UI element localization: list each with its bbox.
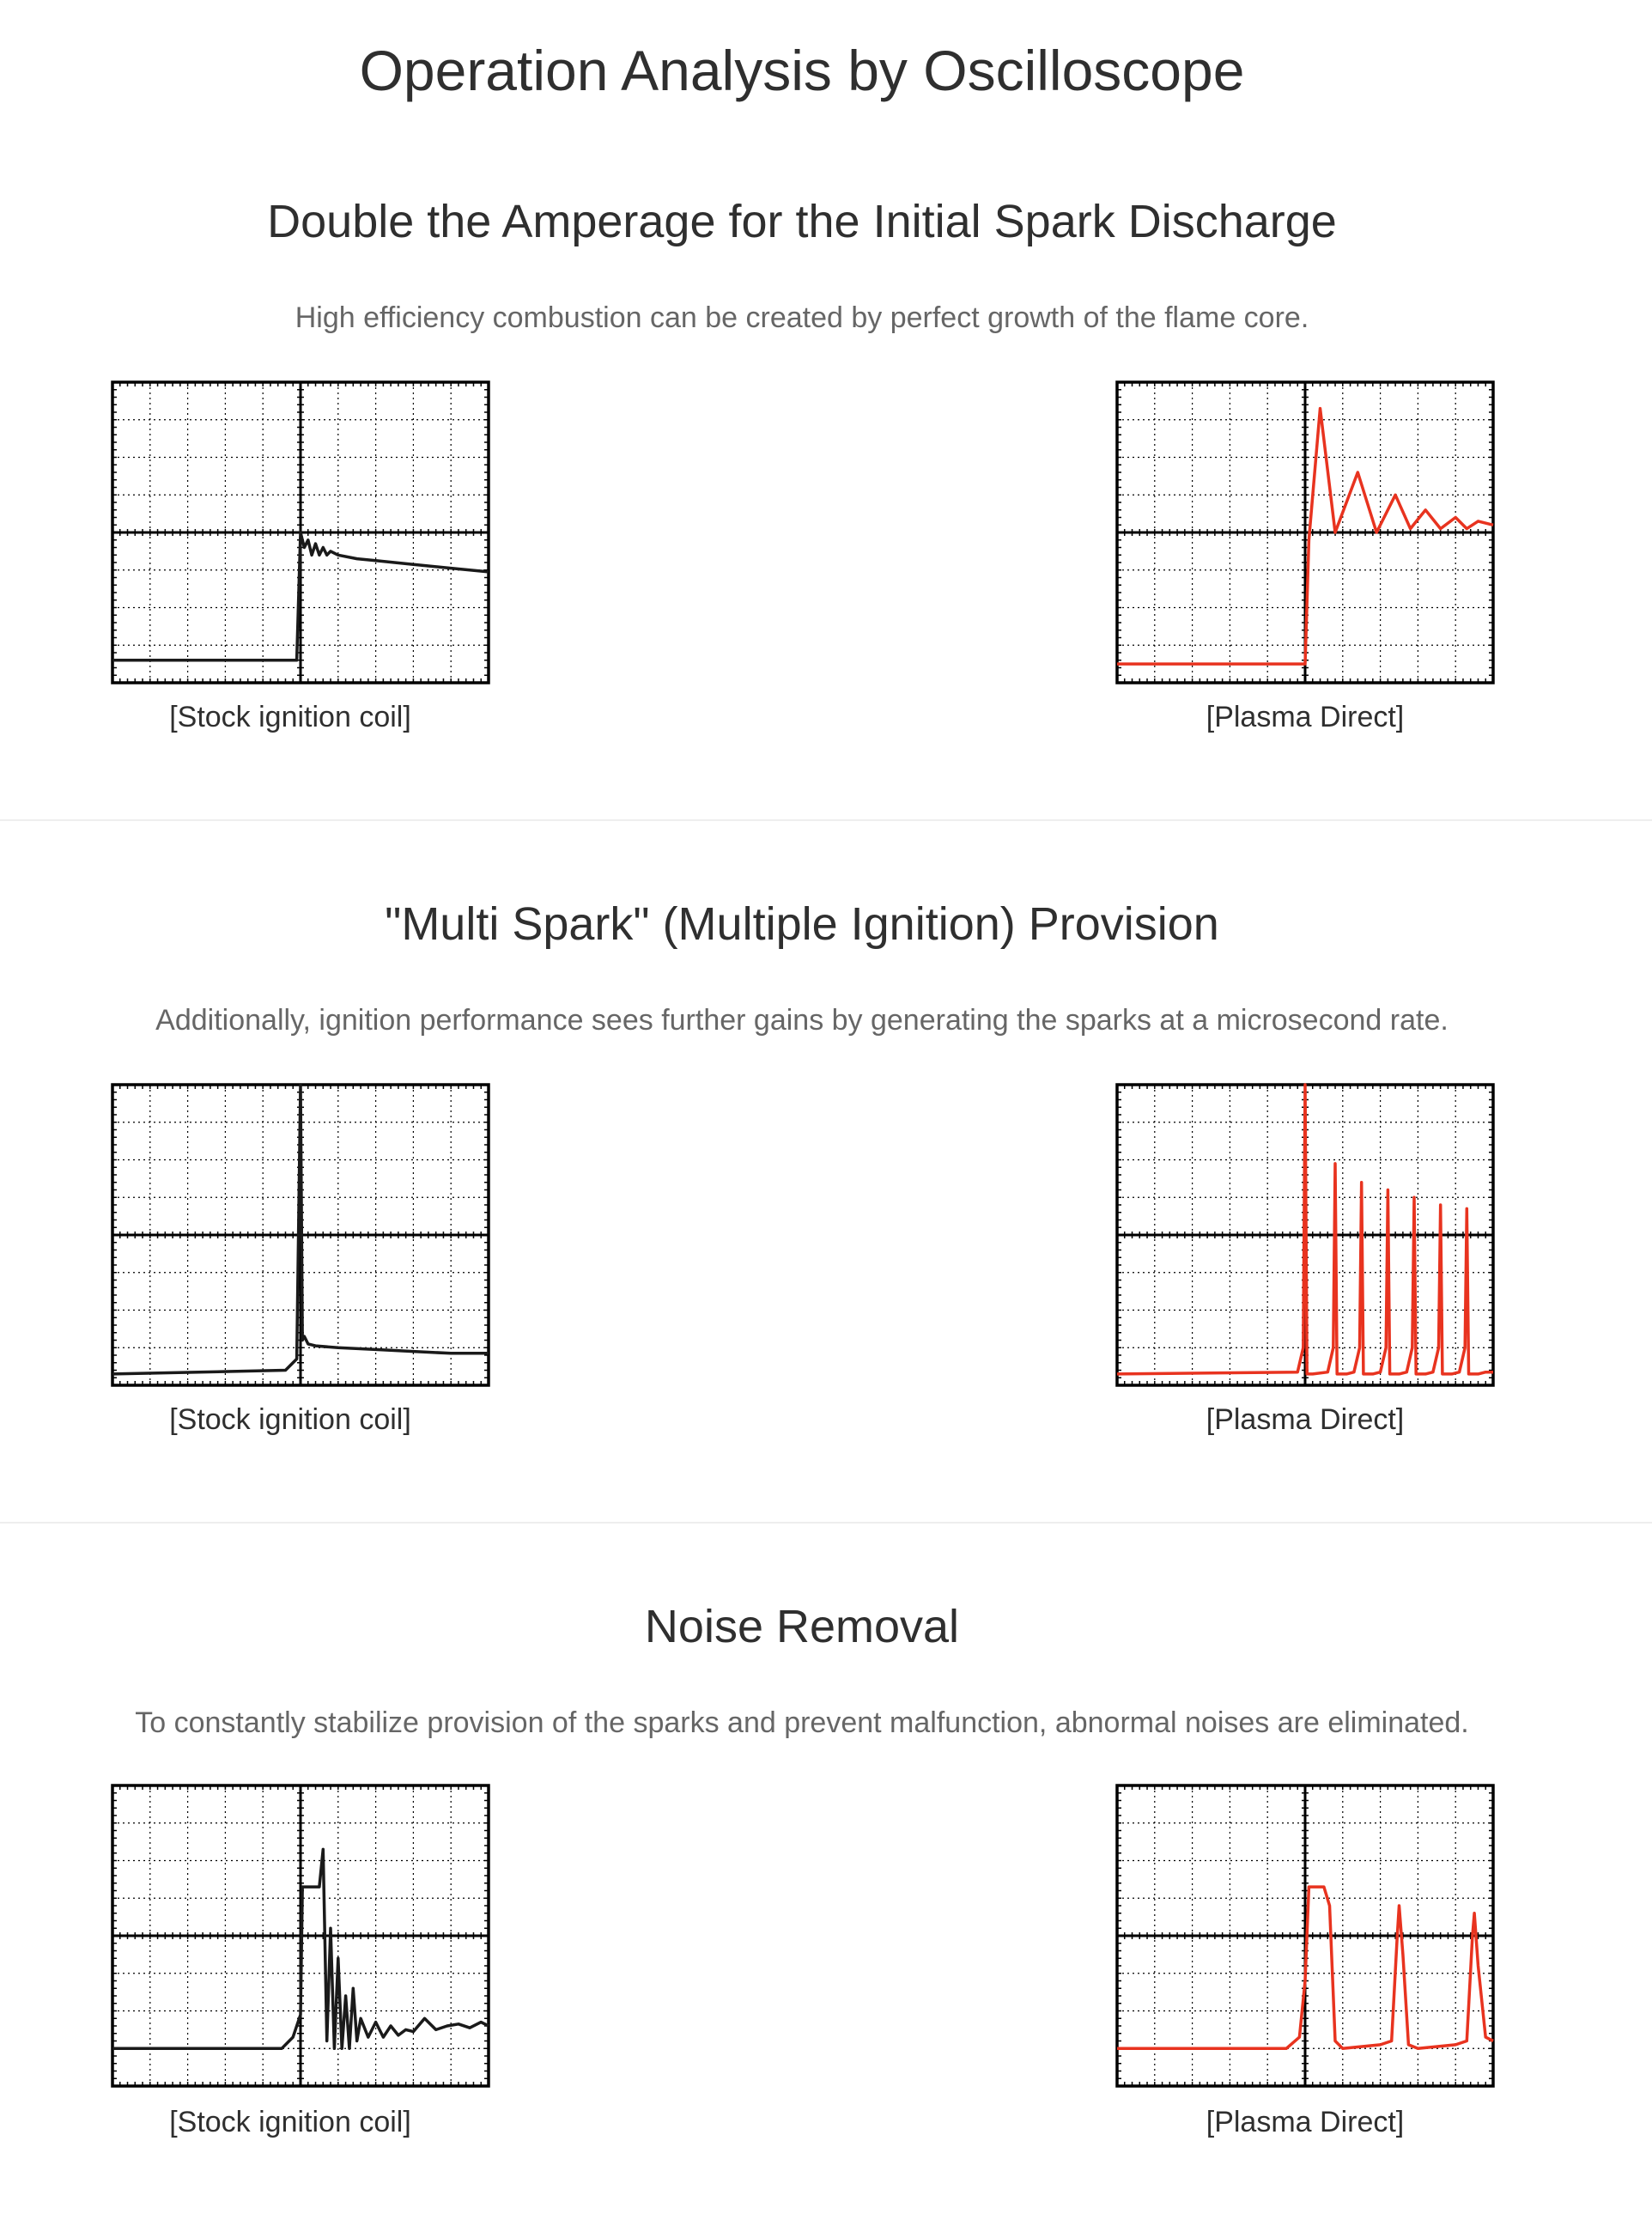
oscilloscope-stock-amperage [110,380,491,685]
signal-trace [112,1083,489,1376]
section-description: To constantly stabilize provision of the… [135,1706,1469,1739]
section-description: High efficiency combustion can be create… [295,301,1309,334]
caption-stock: [Stock ignition coil] [169,701,411,733]
scope-border [111,380,490,684]
oscilloscope-stock-noise [110,1783,491,2089]
scope-border [111,1784,490,2088]
signal-trace [112,1847,489,2051]
oscilloscope-plasma-noise [1114,1783,1496,2089]
section-title: "Multi Spark" (Multiple Ignition) Provis… [385,898,1219,950]
caption-stock: [Stock ignition coil] [169,1403,411,1436]
signal-trace [1117,1885,1494,2051]
oscilloscope-stock-multi-spark [110,1082,491,1388]
signal-trace [1117,406,1494,666]
signal-trace [112,531,489,662]
scope-border [1115,1784,1495,2088]
section-title: Noise Removal [644,1601,960,1652]
section-divider [0,819,1652,821]
oscilloscope-plasma-multi-spark [1114,1082,1496,1388]
section-description: Additionally, ignition performance sees … [155,1004,1449,1037]
caption-plasma: [Plasma Direct] [1206,701,1405,733]
signal-trace [1116,1083,1493,1376]
section-divider [0,1522,1652,1524]
caption-plasma: [Plasma Direct] [1206,2106,1405,2138]
scope-border [1115,380,1495,684]
caption-stock: [Stock ignition coil] [169,2106,411,2138]
section-title: Double the Amperage for the Initial Spar… [267,196,1337,247]
oscilloscope-plasma-amperage [1114,380,1496,685]
page-title: Operation Analysis by Oscilloscope [359,39,1245,102]
caption-plasma: [Plasma Direct] [1206,1403,1405,1436]
